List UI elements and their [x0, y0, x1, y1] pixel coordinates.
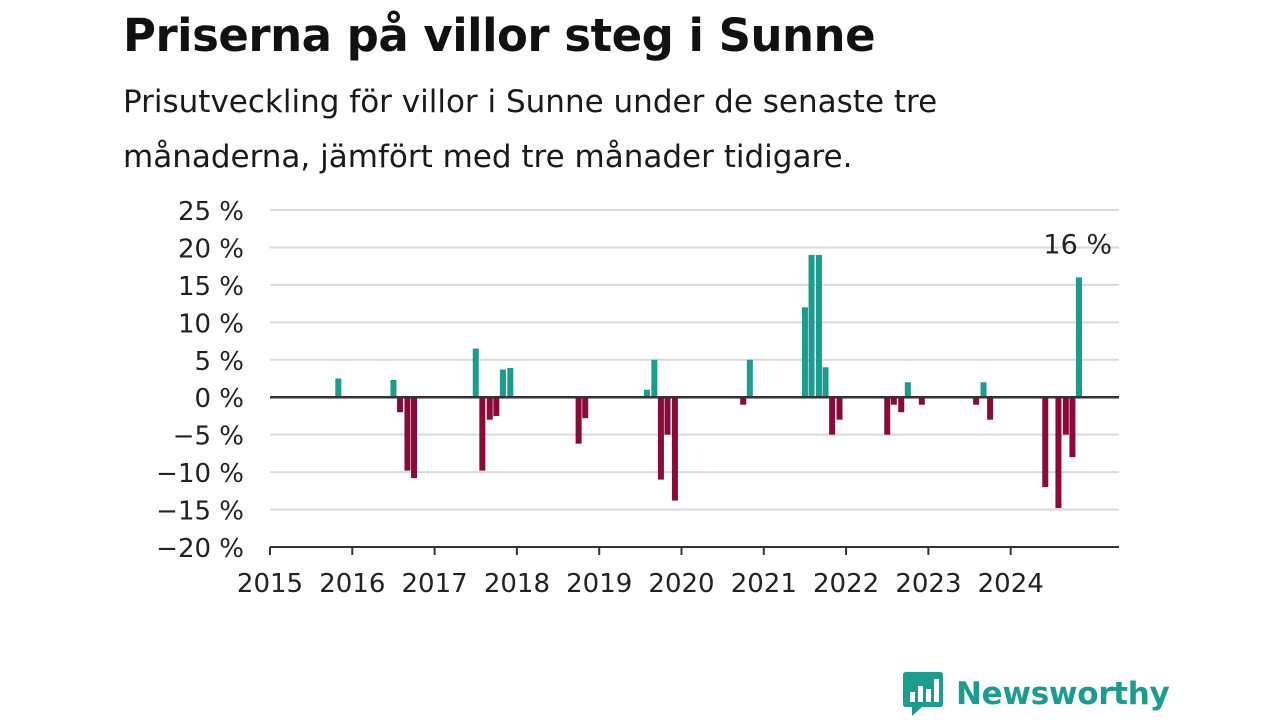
logo-text: Newsworthy [956, 676, 1170, 712]
bar [890, 397, 897, 405]
axes [269, 395, 1119, 555]
bar [836, 397, 843, 420]
bar [918, 397, 925, 405]
bar [801, 307, 808, 398]
bar [1069, 397, 1076, 458]
bar [493, 397, 500, 416]
bar [1042, 397, 1049, 488]
x-tick-label: 2016 [319, 569, 385, 599]
bar [472, 348, 479, 398]
bar [898, 397, 905, 413]
bar [411, 397, 418, 479]
y-tick-label: −5 % [173, 422, 244, 452]
y-tick-label: 15 % [178, 272, 244, 302]
x-tick-label: 2021 [731, 569, 797, 599]
bar [884, 397, 891, 435]
x-tick-label: 2024 [978, 569, 1044, 599]
bar [829, 397, 836, 435]
bar [479, 397, 486, 471]
y-tick-label: −20 % [156, 534, 244, 564]
x-tick-label: 2023 [895, 569, 961, 599]
x-tick-label: 2017 [402, 569, 468, 599]
bar [746, 359, 753, 398]
peak-value-label: 16 % [1043, 229, 1112, 260]
x-tick-label: 2020 [648, 569, 714, 599]
y-tick-label: 25 % [178, 197, 244, 227]
y-tick-label: 10 % [178, 309, 244, 339]
y-axis-tick-labels: 25 % 20 % 15 % 10 % 5 % 0 % −5 % −10 % −15 % −20 … [156, 197, 244, 564]
y-tick-label: 0 % [194, 384, 244, 414]
chart-subtitle: Prisutveckling för villor i Sunne under … [123, 84, 938, 175]
y-tick-label: −15 % [156, 497, 244, 527]
y-tick-label: 5 % [194, 347, 244, 377]
bar [671, 397, 678, 501]
annotations: 16 % [1043, 229, 1112, 260]
x-tick-label: 2015 [237, 569, 303, 599]
bar [390, 379, 397, 398]
bar [980, 382, 987, 398]
bar [1055, 397, 1062, 509]
bar [397, 397, 404, 413]
x-tick-label: 2019 [566, 569, 632, 599]
bar [973, 397, 980, 405]
bar [664, 397, 671, 435]
bar [335, 378, 342, 398]
y-tick-label: 20 % [178, 234, 244, 264]
bar [486, 397, 493, 420]
bar [987, 397, 994, 420]
bar [643, 389, 650, 398]
bar [404, 397, 411, 471]
x-tick-label: 2022 [813, 569, 879, 599]
bar [822, 367, 829, 398]
bar [651, 359, 658, 398]
bar [499, 369, 506, 398]
bar [657, 397, 664, 480]
bar [815, 254, 822, 398]
bar [575, 397, 582, 444]
bar [904, 382, 911, 398]
bar [507, 368, 514, 398]
grid-lines [270, 209, 1119, 511]
bar [740, 397, 747, 405]
bar [808, 254, 815, 398]
newsworthy-logo: Newsworthy [902, 670, 1170, 718]
x-tick-label: 2018 [484, 569, 550, 599]
bar [582, 397, 589, 419]
x-axis-tick-labels: 2015 2016 2017 2018 2019 2020 2021 2022 2023 2024 [237, 569, 1044, 599]
chart-title: Priserna på villor steg i Sunne [123, 9, 876, 62]
bars [335, 254, 1083, 509]
y-tick-label: −10 % [156, 459, 244, 489]
bar [1076, 277, 1083, 398]
bar-chart-speech-bubble-icon [903, 672, 943, 716]
bar [1062, 397, 1069, 435]
